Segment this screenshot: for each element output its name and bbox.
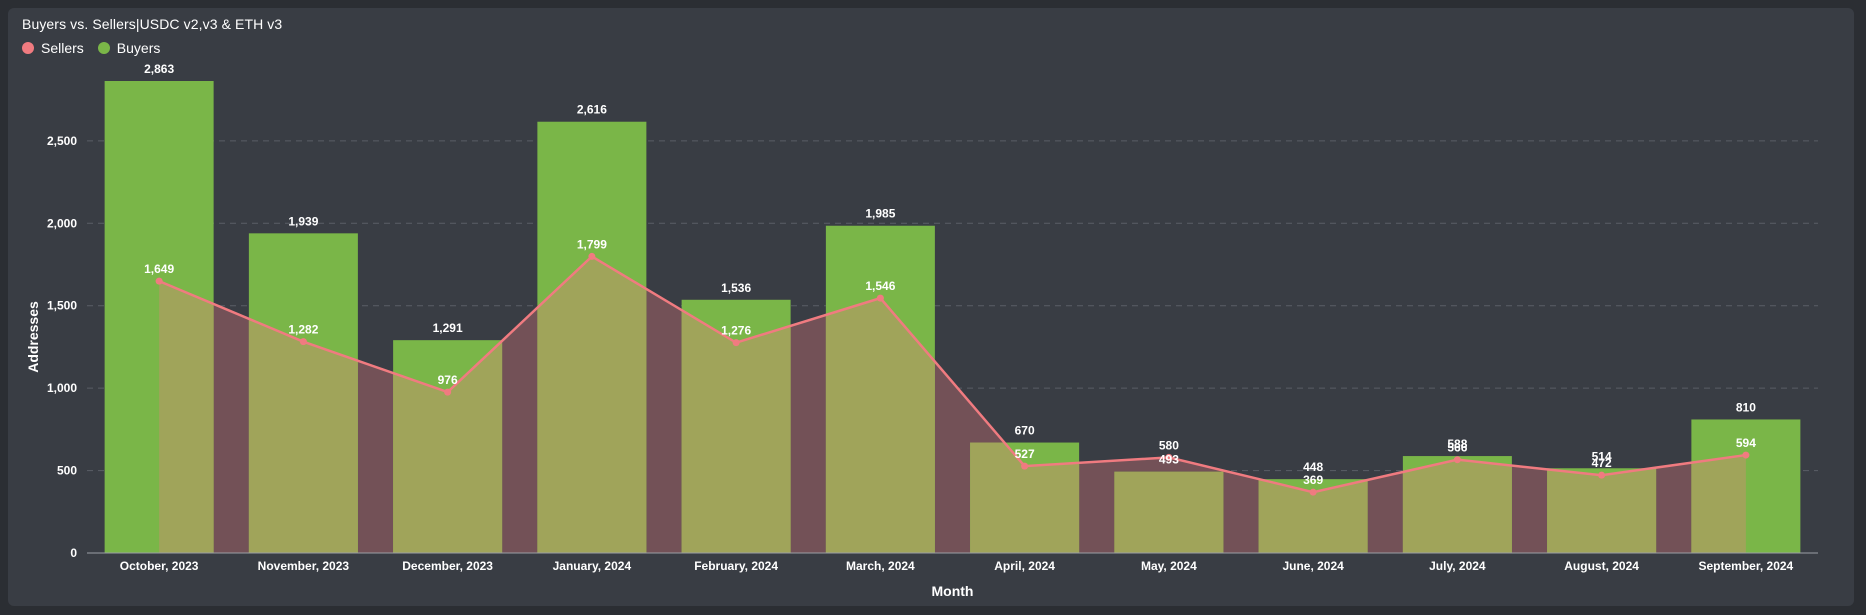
legend-dot-sellers xyxy=(22,42,34,54)
sellers-point-5 xyxy=(732,339,740,347)
y-tick-label: 500 xyxy=(57,464,77,478)
x-tick-label: July, 2024 xyxy=(1429,559,1486,573)
buyers-data-label: 2,616 xyxy=(577,103,607,117)
sellers-data-label: 369 xyxy=(1303,473,1323,487)
buyers-data-label: 1,939 xyxy=(288,214,318,228)
sellers-point-2 xyxy=(299,338,307,346)
sellers-data-label: 1,282 xyxy=(288,323,318,337)
buyers-data-label: 514 xyxy=(1592,449,1612,463)
sellers-point-11 xyxy=(1598,471,1606,479)
y-tick-label: 2,000 xyxy=(47,216,77,230)
x-tick-label: August, 2024 xyxy=(1564,559,1639,573)
sellers-point-1 xyxy=(155,277,163,285)
sellers-point-3 xyxy=(444,388,452,396)
legend-dot-buyers xyxy=(97,42,110,54)
sellers-data-label: 566 xyxy=(1447,441,1467,455)
y-tick-label: 1,000 xyxy=(47,381,77,395)
sellers-point-6 xyxy=(876,294,884,302)
sellers-data-label: 594 xyxy=(1736,436,1756,450)
legend-item-sellers[interactable]: Sellers xyxy=(22,40,84,56)
x-tick-label: September, 2024 xyxy=(1699,559,1794,573)
buyers-data-label: 2,863 xyxy=(144,62,174,76)
x-tick-label: March, 2024 xyxy=(846,559,915,573)
buyers-data-label: 1,291 xyxy=(433,321,463,335)
buyers-data-label: 493 xyxy=(1159,453,1179,467)
buyers-data-label: 1,985 xyxy=(865,207,895,221)
sellers-point-10 xyxy=(1453,456,1461,464)
x-tick-label: May, 2024 xyxy=(1141,559,1197,573)
y-axis-title: Addresses xyxy=(25,301,41,373)
sellers-data-label: 1,276 xyxy=(721,324,751,338)
buyers-bar-overlap-10 xyxy=(1402,456,1512,553)
sellers-data-label: 1,799 xyxy=(577,237,607,251)
legend-label-sellers: Sellers xyxy=(41,40,84,56)
sellers-data-label: 472 xyxy=(1592,456,1612,470)
x-tick-label: April, 2024 xyxy=(994,559,1055,573)
y-tick-label: 0 xyxy=(70,546,77,560)
y-tick-label: 1,500 xyxy=(47,299,77,313)
sellers-data-label: 1,649 xyxy=(144,262,174,276)
buyers-data-label: 670 xyxy=(1015,424,1035,438)
chart-title: Buyers vs. Sellers|USDC v2,v3 & ETH v3 xyxy=(22,16,283,32)
x-tick-label: October, 2023 xyxy=(120,559,199,573)
sellers-data-label: 976 xyxy=(438,373,458,387)
sellers-line xyxy=(158,254,1747,494)
x-tick-label: June, 2024 xyxy=(1282,559,1344,573)
x-axis-title: Month xyxy=(932,583,974,599)
x-tick-label: November, 2023 xyxy=(258,559,350,573)
buyers-data-label: 1,536 xyxy=(721,281,751,295)
buyers-data-label: 588 xyxy=(1447,437,1467,451)
legend-label-buyers: Buyers xyxy=(116,40,161,56)
chart-legend: Sellers Buyers xyxy=(22,40,160,56)
sellers-point-12 xyxy=(1742,451,1750,459)
buyers-bar-overlap-8 xyxy=(1114,471,1224,553)
buyers-bar-overlap-4 xyxy=(537,256,647,553)
x-tick-label: December, 2023 xyxy=(402,559,493,573)
buyers-data-label: 448 xyxy=(1303,460,1323,474)
buyers-bar-overlap-11 xyxy=(1547,468,1657,553)
sellers-point-7 xyxy=(1021,462,1029,470)
legend-item-buyers[interactable]: Buyers xyxy=(97,40,161,56)
y-tick-label: 2,500 xyxy=(47,134,77,148)
sellers-data-label: 527 xyxy=(1015,447,1035,461)
buyers-bar-overlap-1 xyxy=(159,256,214,553)
sellers-data-label: 1,546 xyxy=(865,279,895,293)
sellers-data-label: 580 xyxy=(1159,438,1179,452)
buyers-data-label: 810 xyxy=(1736,400,1756,414)
x-tick-label: February, 2024 xyxy=(694,559,778,573)
sellers-point-4 xyxy=(588,252,596,260)
x-tick-label: January, 2024 xyxy=(553,559,632,573)
sellers-point-8 xyxy=(1165,453,1173,461)
sellers-point-9 xyxy=(1309,488,1317,496)
